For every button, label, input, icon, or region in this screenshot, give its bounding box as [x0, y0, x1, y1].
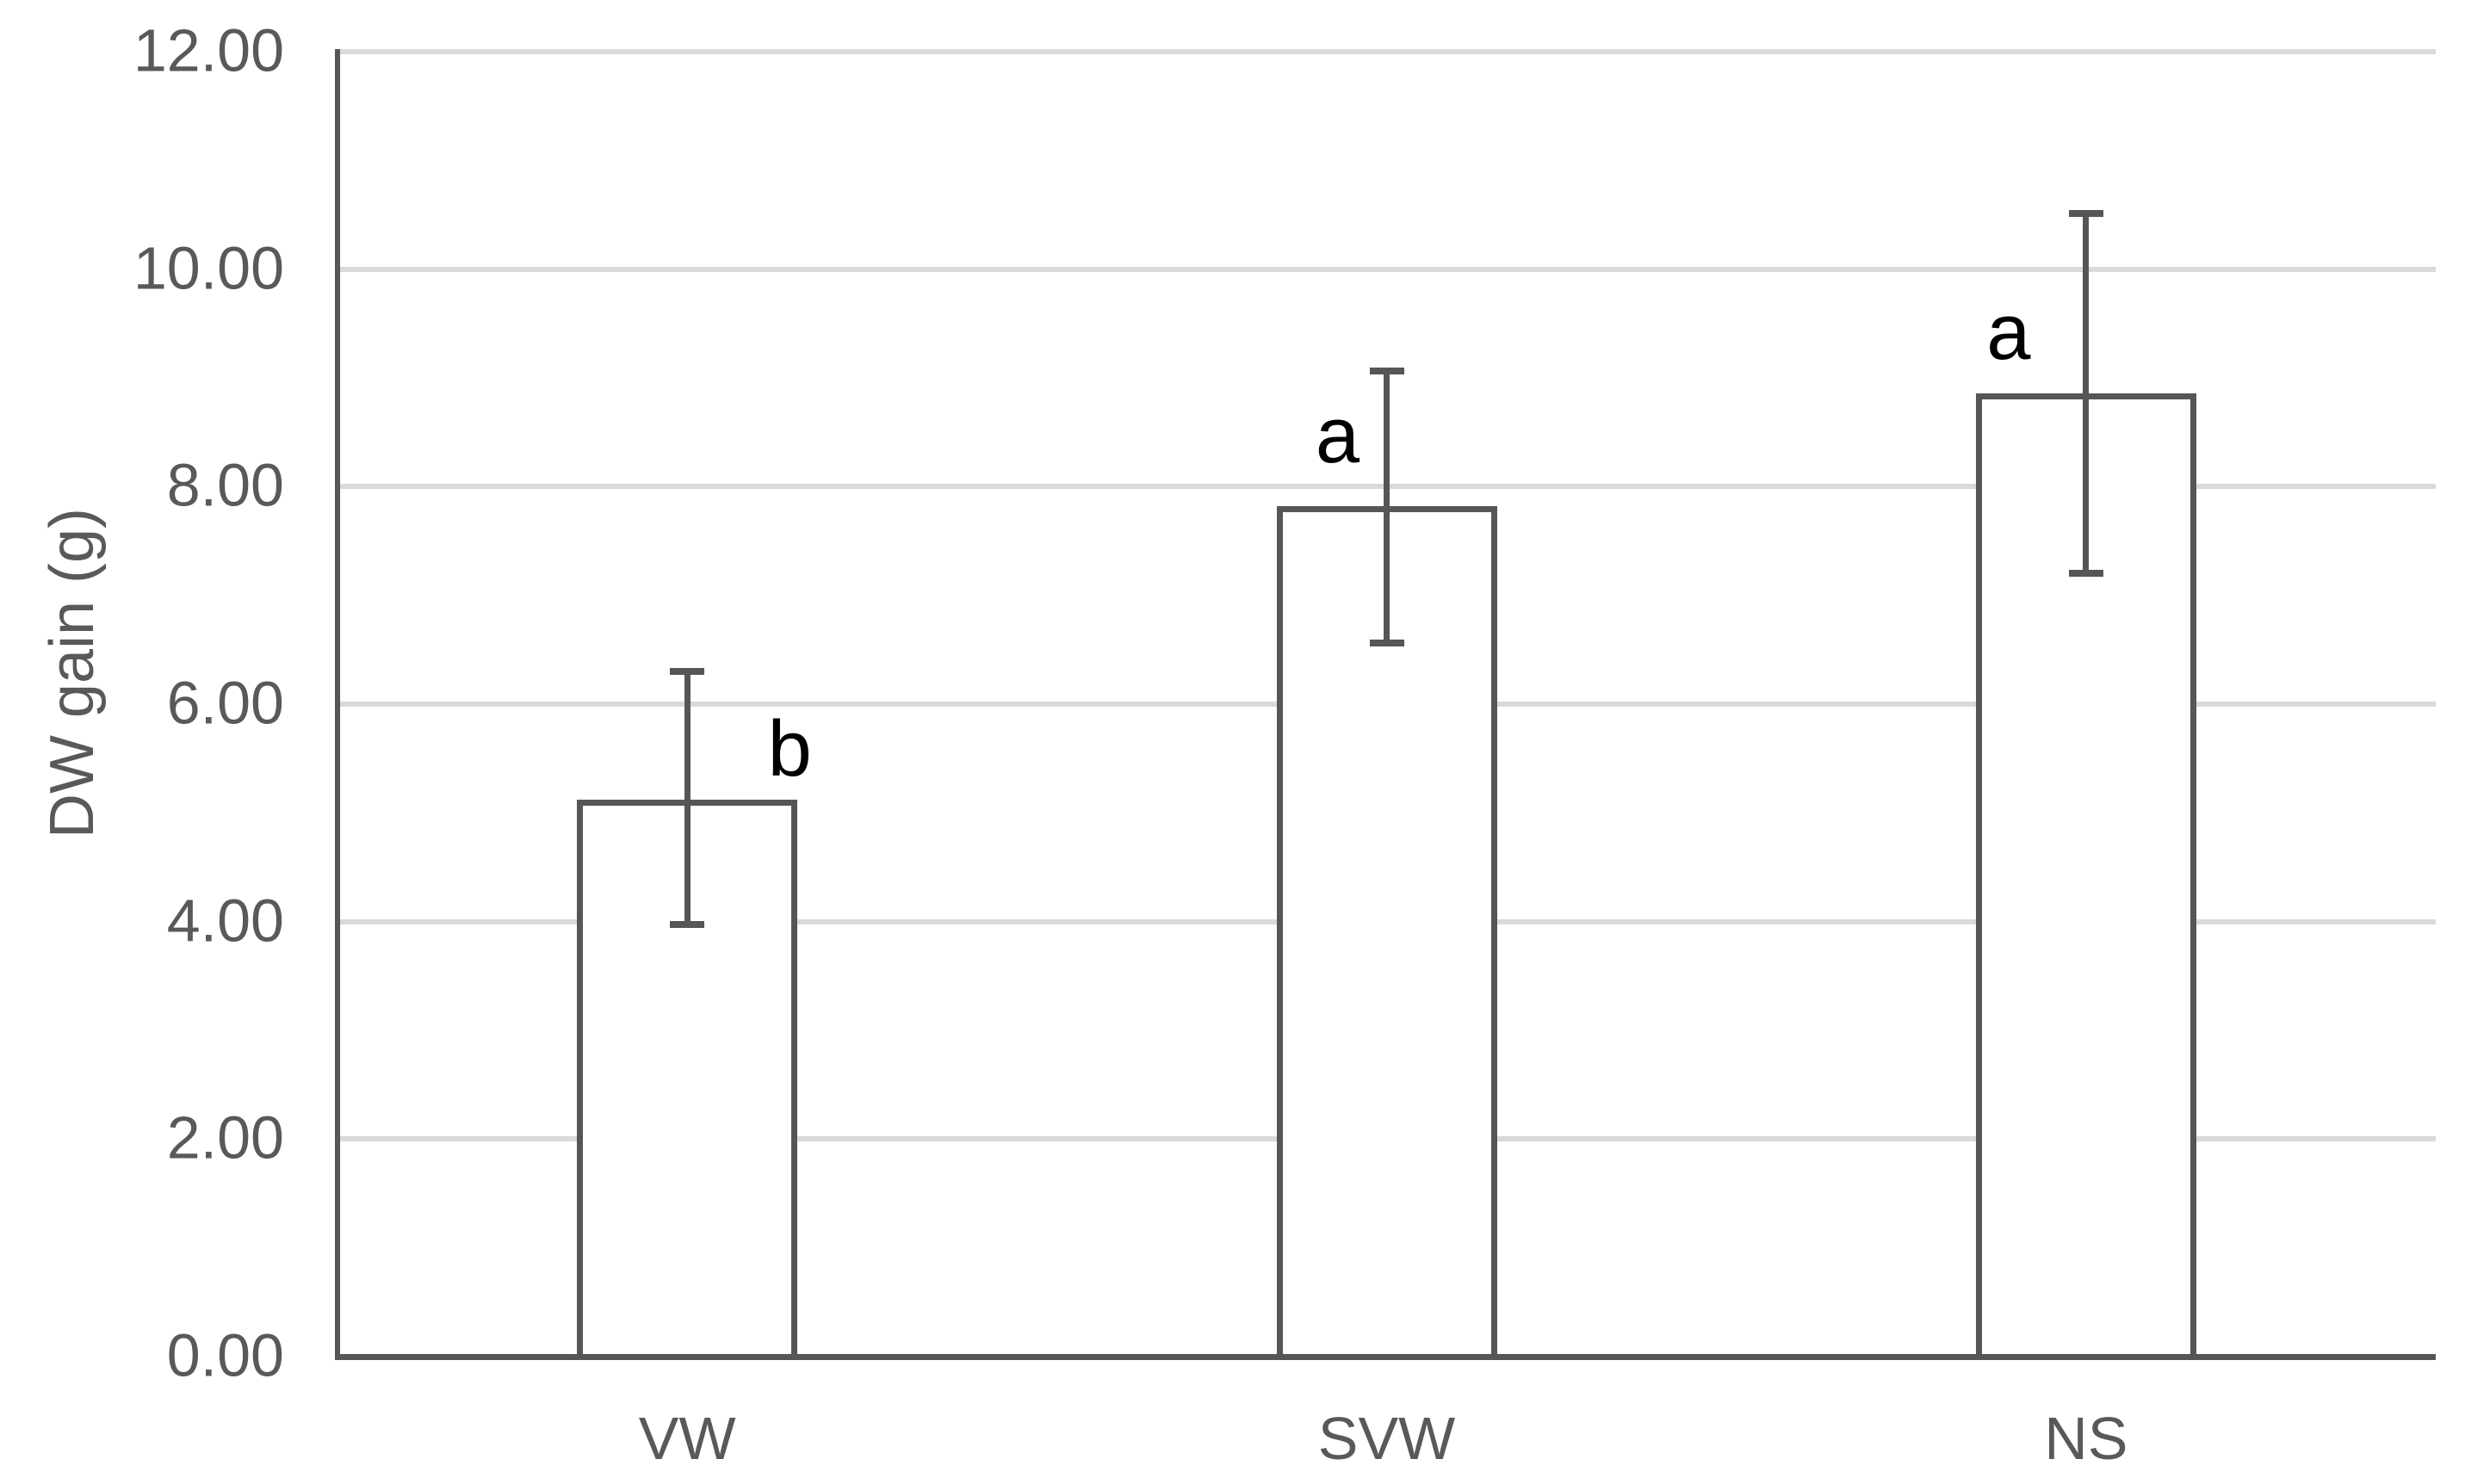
error-bar-cap [1369, 640, 1404, 647]
x-category-label-ns: NS [2044, 1405, 2128, 1472]
bar-svw [1276, 506, 1497, 1357]
error-bar-line [1384, 371, 1390, 644]
significance-letter: a [1315, 391, 1360, 479]
error-bar-cap [670, 921, 705, 929]
y-tick-label: 4.00 [166, 887, 284, 955]
error-bar-line [684, 671, 691, 925]
error-bar-cap [2068, 210, 2103, 218]
error-bar-cap [670, 668, 705, 676]
error-bar-line [2083, 213, 2090, 574]
y-tick-label: 12.00 [133, 16, 284, 84]
y-axis-line [335, 49, 340, 1360]
error-bar-cap [2068, 570, 2103, 578]
significance-letter: a [1986, 288, 2031, 376]
x-category-label-svw: SVW [1317, 1405, 1456, 1472]
y-axis-title: DW gain (g) [38, 507, 107, 839]
gridline [338, 266, 2436, 272]
significance-letter: b [767, 704, 812, 793]
gridline [338, 49, 2436, 55]
y-tick-label: 2.00 [166, 1104, 284, 1172]
x-axis-line [335, 1353, 2436, 1360]
x-category-label-vw: VW [638, 1405, 736, 1472]
y-tick-label: 0.00 [166, 1321, 284, 1389]
y-tick-label: 8.00 [166, 451, 284, 519]
y-tick-label: 6.00 [166, 669, 284, 737]
error-bar-cap [1369, 368, 1404, 375]
y-tick-label: 10.00 [133, 234, 284, 302]
